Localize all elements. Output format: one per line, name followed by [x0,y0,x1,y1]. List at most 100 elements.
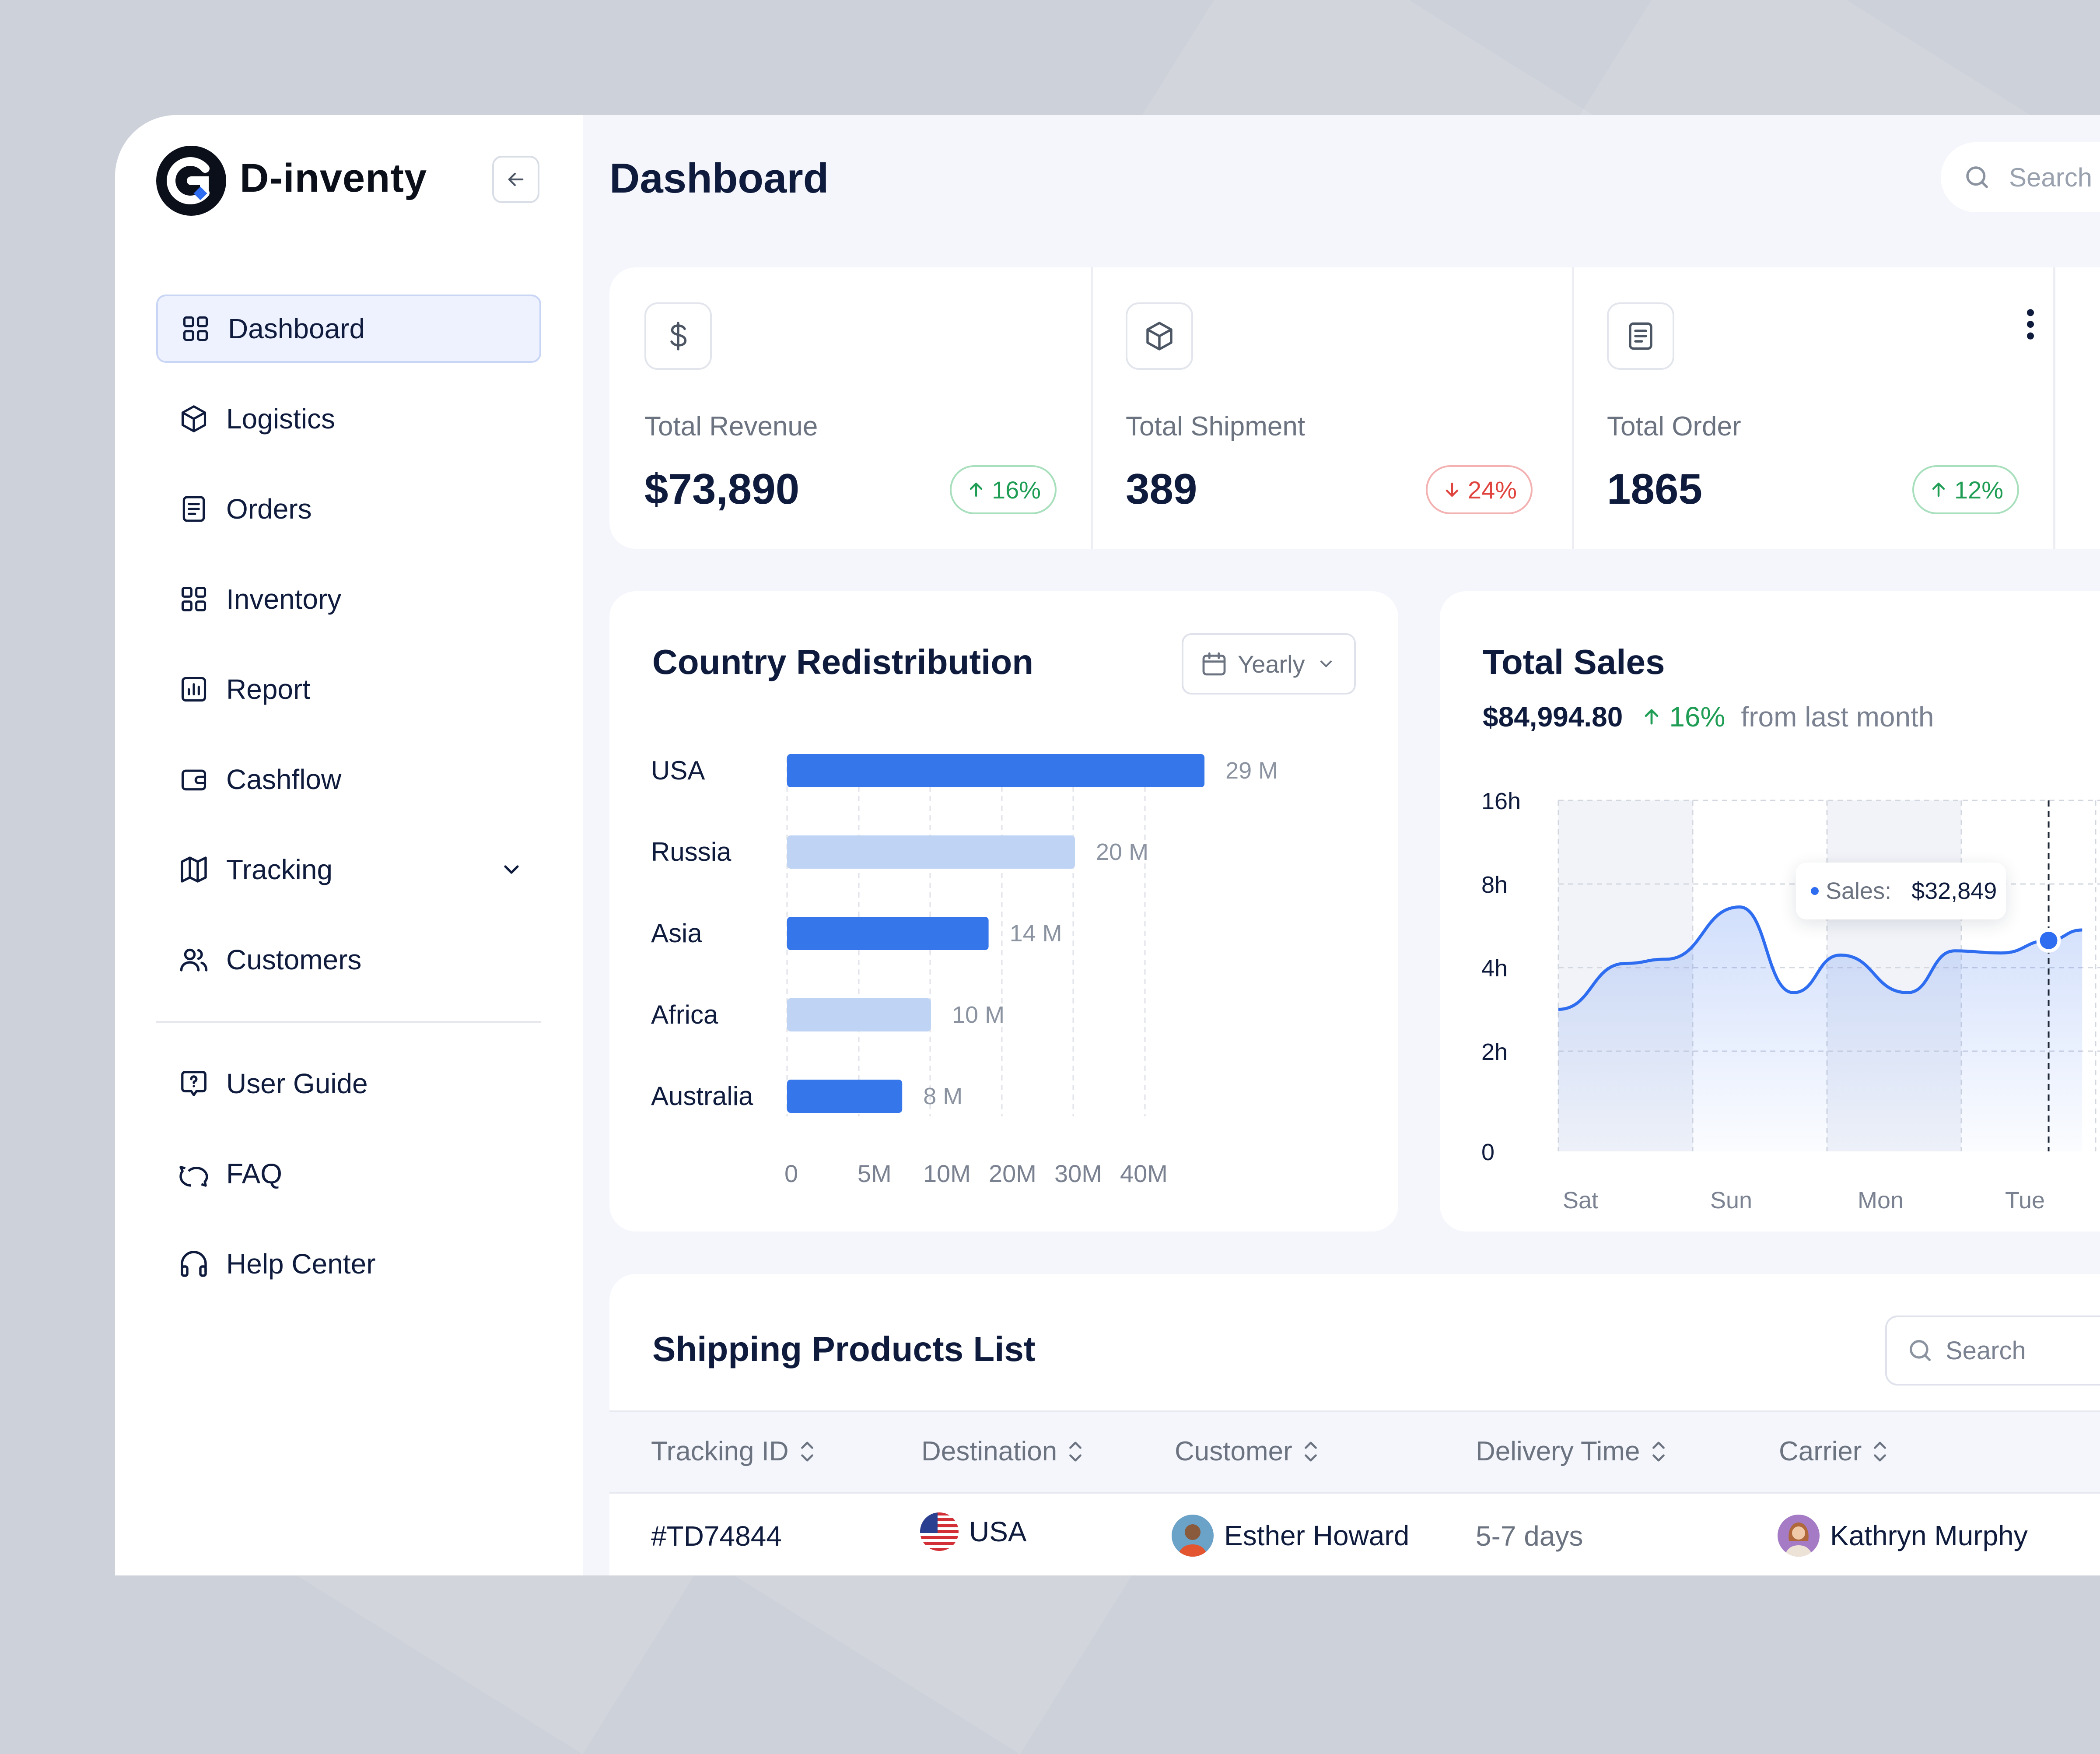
shipping-search-input[interactable]: Search [1885,1316,2100,1386]
sidebar-item-faq[interactable]: FAQ [156,1140,541,1208]
x-tick-label: Mon [1858,1187,1904,1214]
x-tick-label: 0 [784,1160,798,1187]
card-title: Total Sales [1483,642,1665,681]
sales-area [1558,907,2082,1151]
sidebar-item-label: Customers [226,944,362,975]
sidebar-item-cashflow[interactable]: Cashflow [156,745,541,814]
column-label: Destination [921,1436,1057,1466]
customer-name: Esther Howard [1224,1520,1410,1551]
sidebar-item-label: User Guide [226,1068,368,1099]
status-badge: 12% [1912,465,2020,514]
collapse-sidebar-button[interactable] [492,156,539,203]
stat-divider [2053,267,2055,549]
column-header-tracking-id[interactable]: Tracking ID [651,1436,816,1467]
sales-tooltip: Sales: $32,849 [1796,863,2006,919]
status-badge: 16% [950,465,1057,514]
sidebar-item-dashboard[interactable]: Dashboard [156,295,541,363]
stat-label: Total Order [1607,411,1741,442]
sort-icon [1069,1441,1082,1462]
stat-total-shipment: Total Shipment 389 24% [1091,267,1572,549]
period-select[interactable]: Yearly [1182,633,1356,695]
country-redistribution-card: Country Redistribution Yearly 0 5M 10M 20M 3… [609,591,1398,1231]
y-tick-label: 4h [1481,955,1508,982]
y-tick-label: 0 [1481,1139,1494,1165]
x-tick-label: 40M [1120,1160,1168,1187]
bar-value-label: 20 M [1096,839,1148,865]
sidebar-item-label: Logistics [226,403,335,435]
stat-total-revenue: Total Revenue $73,890 16% [609,267,1091,549]
bar-value-label: 8 M [923,1083,962,1109]
sort-icon [801,1441,813,1462]
sidebar-item-logistics[interactable]: Logistics [156,385,541,453]
x-tick-label: 10M [923,1160,971,1187]
card-title: Shipping Products List [652,1330,1036,1368]
arrow-down-icon [1446,482,1459,497]
sidebar-item-label: Report [226,674,311,705]
category-label: Australia [651,1081,753,1111]
sidebar-item-label: FAQ [226,1158,283,1189]
map-icon [178,854,210,885]
sales-change-note: from last month [1741,701,1934,733]
search-placeholder: Search [2009,162,2093,192]
total-sales-card: Total Sales $84,994.80 16% from last mon… [1440,591,2100,1231]
arrow-up-icon [1645,709,1659,725]
stat-divider [1572,267,1574,549]
column-header-customer[interactable]: Customer [1175,1436,1320,1467]
sidebar-item-label: Dashboard [228,313,365,344]
sales-summary: $84,994.80 16% from last month [1483,701,1934,733]
sidebar-item-orders[interactable]: Orders [156,475,541,543]
arrow-up-icon [970,482,983,497]
category-label: USA [651,756,705,785]
column-label: Tracking ID [651,1436,789,1466]
tooltip-label: Sales: [1826,878,1892,904]
sidebar-item-user-guide[interactable]: User Guide [156,1049,541,1118]
column-header-carrier[interactable]: Carrier [1779,1436,1889,1467]
sidebar-item-customers[interactable]: Customers [156,926,541,994]
column-header-destination[interactable]: Destination [921,1436,1084,1467]
app-window: D-inventy Dashboard Logistics Orders [115,115,2100,1575]
grid-icon [180,313,211,344]
calendar-icon [1202,652,1226,676]
period-label: Yearly [1238,650,1305,678]
x-tick-label: Sun [1710,1187,1752,1214]
users-icon [178,944,210,975]
x-tick-label: 30M [1054,1160,1102,1187]
destination-label: USA [969,1516,1027,1547]
y-tick-label: 8h [1481,872,1508,898]
sidebar-item-label: Orders [226,493,312,525]
sidebar-item-help-center[interactable]: Help Center [156,1230,541,1298]
stat-label: Total Shipment [1126,411,1306,442]
search-icon [1910,1340,1931,1361]
y-tick-label: 2h [1481,1039,1508,1065]
page-title: Dashboard [609,155,829,202]
sidebar-item-inventory[interactable]: Inventory [156,565,541,633]
top-search-input[interactable]: Search [1941,142,2100,212]
chevron-down-icon[interactable] [499,857,524,884]
y-tick-label: 16h [1481,788,1521,814]
x-tick-label: Sat [1563,1187,1598,1214]
cell-tracking-id: #TD74844 [651,1520,782,1552]
headphones-icon [178,1248,210,1280]
sort-icon [1304,1441,1317,1462]
column-label: Customer [1175,1436,1292,1466]
sort-icon [1652,1441,1665,1462]
sales-amount: $84,994.80 [1483,701,1623,733]
column-header-delivery-time[interactable]: Delivery Time [1476,1436,1667,1467]
stat-label: Total Revenue [644,411,818,442]
badge-value: 16% [992,476,1041,504]
x-tick-label: Tue [2005,1187,2045,1214]
sidebar-item-report[interactable]: Report [156,655,541,723]
search-placeholder: Search [1946,1336,2026,1365]
category-label: Russia [651,837,732,866]
document-icon [1607,302,1674,370]
sidebar: D-inventy Dashboard Logistics Orders [115,115,583,1575]
column-label: Carrier [1779,1436,1862,1466]
usa-flag-icon [920,1512,959,1551]
sidebar-item-label: Inventory [226,583,342,615]
sidebar-item-label: Cashflow [226,764,342,795]
cell-carrier: Kathryn Murphy [1778,1515,2028,1557]
more-options-icon[interactable] [2024,307,2037,344]
sidebar-item-tracking[interactable]: Tracking [156,835,541,904]
badge-value: 24% [1468,476,1517,504]
stat-value: 1865 [1607,465,1703,513]
